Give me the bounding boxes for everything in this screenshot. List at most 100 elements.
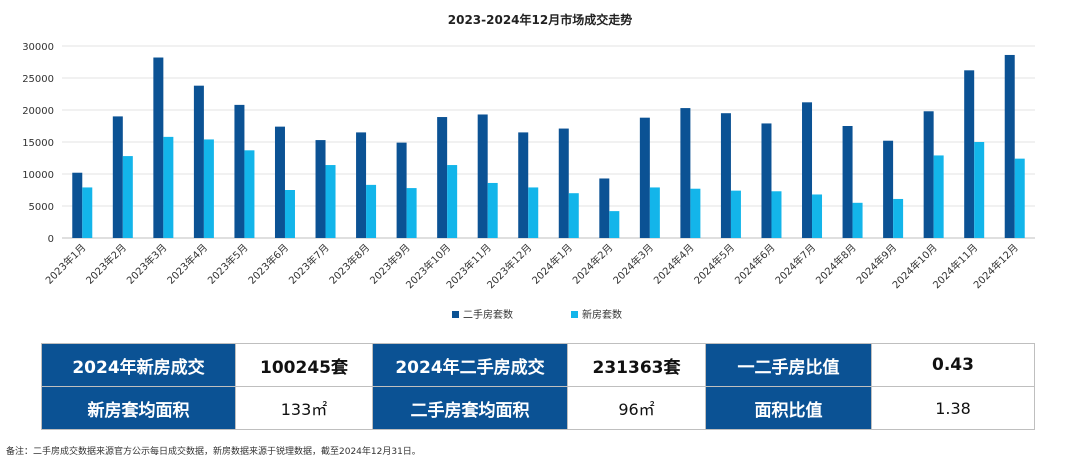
bar-second-hand bbox=[599, 178, 610, 238]
bar-second-hand bbox=[639, 117, 650, 238]
bar-second-hand bbox=[356, 132, 367, 238]
legend-label-second-hand: 二手房套数 bbox=[463, 308, 513, 321]
summary-row: 新房套均面积 133㎡ 二手房套均面积 96㎡ 面积比值 1.38 bbox=[41, 386, 1035, 430]
bars bbox=[72, 54, 1025, 239]
bar-new-home bbox=[690, 188, 701, 238]
x-tick-label: 2023年1月 bbox=[43, 241, 89, 287]
bar-second-hand bbox=[193, 85, 204, 239]
bar-new-home bbox=[933, 155, 944, 238]
bar-new-home bbox=[325, 165, 336, 238]
second-hand-avg-area-value: 96㎡ bbox=[567, 386, 706, 430]
y-axis-ticks: 0 5000 10000 15000 20000 25000 30000 bbox=[22, 42, 54, 245]
bar-new-home bbox=[893, 198, 904, 238]
bar-second-hand bbox=[842, 126, 853, 238]
bar-new-home bbox=[528, 187, 539, 238]
x-tick-label: 2023年4月 bbox=[164, 241, 210, 287]
bar-new-home bbox=[406, 188, 417, 238]
bar-second-hand bbox=[680, 108, 691, 238]
bar-second-hand bbox=[234, 104, 245, 238]
legend-swatch-new-home bbox=[571, 311, 578, 318]
legend-label-new-home: 新房套数 bbox=[582, 308, 622, 321]
second-hand-sales-value: 231363套 bbox=[567, 343, 706, 387]
bar-second-hand bbox=[558, 128, 569, 238]
bar-chart: 2023-2024年12月市场成交走势 0 5000 10000 15000 20000… bbox=[22, 12, 1035, 321]
bar-new-home bbox=[203, 139, 214, 238]
x-tick-label: 2024年5月 bbox=[691, 241, 737, 287]
x-tick-label: 2023年6月 bbox=[245, 241, 291, 287]
chart-title: 2023-2024年12月市场成交走势 bbox=[448, 12, 632, 27]
bar-new-home bbox=[771, 191, 782, 238]
bar-second-hand bbox=[518, 132, 529, 238]
bar-new-home bbox=[244, 150, 255, 238]
bar-second-hand bbox=[964, 70, 975, 238]
x-tick-label: 2024年9月 bbox=[853, 241, 899, 287]
gridlines bbox=[62, 45, 1035, 239]
bar-second-hand bbox=[274, 126, 285, 238]
bar-new-home bbox=[284, 190, 295, 238]
ratio-label: 一二手房比值 bbox=[705, 343, 872, 387]
legend-swatch-second-hand bbox=[452, 311, 459, 318]
bar-new-home bbox=[1014, 158, 1025, 238]
bar-new-home bbox=[82, 187, 93, 238]
bar-new-home bbox=[609, 211, 620, 238]
footnote: 备注：二手房成交数据来源官方公示每日成交数据，新房数据来源于锐理数据，截至202… bbox=[6, 447, 421, 457]
x-tick-label: 2023年2月 bbox=[83, 241, 129, 287]
bar-new-home bbox=[649, 187, 660, 238]
bar-second-hand bbox=[761, 123, 772, 238]
x-axis-ticks: 2023年1月2023年2月2023年3月2023年4月2023年5月2023年… bbox=[43, 241, 1021, 291]
x-tick-label: 2023年9月 bbox=[367, 241, 413, 287]
x-tick-label: 2024年6月 bbox=[732, 241, 778, 287]
bar-second-hand bbox=[396, 142, 407, 238]
new-home-avg-area-value: 133㎡ bbox=[235, 386, 373, 430]
second-hand-sales-label: 2024年二手房成交 bbox=[372, 343, 568, 387]
bar-second-hand bbox=[802, 102, 813, 238]
x-tick-label: 2024年8月 bbox=[813, 241, 859, 287]
ratio-value: 0.43 bbox=[871, 343, 1035, 387]
y-tick-label: 30000 bbox=[22, 42, 54, 53]
x-tick-label: 2023年8月 bbox=[326, 241, 372, 287]
bar-second-hand bbox=[437, 117, 448, 238]
bar-new-home bbox=[163, 136, 174, 238]
bar-second-hand bbox=[72, 172, 83, 238]
bar-second-hand bbox=[153, 57, 164, 238]
bar-second-hand bbox=[315, 140, 326, 238]
x-tick-label: 2023年5月 bbox=[205, 241, 251, 287]
bar-new-home bbox=[974, 142, 985, 238]
y-tick-label: 0 bbox=[48, 234, 54, 245]
bar-new-home bbox=[122, 156, 133, 238]
bar-new-home bbox=[812, 194, 823, 238]
bar-new-home bbox=[568, 193, 579, 238]
y-tick-label: 25000 bbox=[22, 74, 54, 85]
summary-row: 2024年新房成交 100245套 2024年二手房成交 231363套 一二手… bbox=[41, 343, 1035, 387]
bar-new-home bbox=[447, 165, 458, 238]
summary-table: 2024年新房成交 100245套 2024年二手房成交 231363套 一二手… bbox=[41, 343, 1035, 430]
bar-second-hand bbox=[883, 140, 894, 238]
x-tick-label: 2024年2月 bbox=[570, 241, 616, 287]
bar-second-hand bbox=[923, 111, 934, 238]
x-tick-label: 2023年7月 bbox=[286, 241, 332, 287]
new-home-sales-label: 2024年新房成交 bbox=[41, 343, 236, 387]
bar-new-home bbox=[366, 184, 377, 238]
y-tick-label: 20000 bbox=[22, 106, 54, 117]
bar-second-hand bbox=[1004, 54, 1015, 239]
bar-new-home bbox=[487, 182, 498, 238]
legend: 二手房套数 新房套数 bbox=[452, 308, 622, 321]
x-tick-label: 2024年1月 bbox=[529, 241, 575, 287]
second-hand-avg-area-label: 二手房套均面积 bbox=[372, 386, 568, 430]
new-home-sales-value: 100245套 bbox=[235, 343, 373, 387]
bar-new-home bbox=[730, 190, 741, 238]
bar-second-hand bbox=[112, 116, 123, 238]
y-tick-label: 10000 bbox=[22, 170, 54, 181]
x-tick-label: 2023年3月 bbox=[124, 241, 170, 287]
area-ratio-label: 面积比值 bbox=[705, 386, 872, 430]
bar-second-hand bbox=[720, 113, 731, 238]
x-tick-label: 2024年7月 bbox=[772, 241, 818, 287]
bar-second-hand bbox=[477, 114, 488, 238]
area-ratio-value: 1.38 bbox=[871, 386, 1035, 430]
x-tick-label: 2024年3月 bbox=[610, 241, 656, 287]
bar-new-home bbox=[852, 202, 863, 238]
y-tick-label: 5000 bbox=[29, 202, 54, 213]
y-tick-label: 15000 bbox=[22, 138, 54, 149]
new-home-avg-area-label: 新房套均面积 bbox=[41, 386, 236, 430]
x-tick-label: 2024年4月 bbox=[651, 241, 697, 287]
